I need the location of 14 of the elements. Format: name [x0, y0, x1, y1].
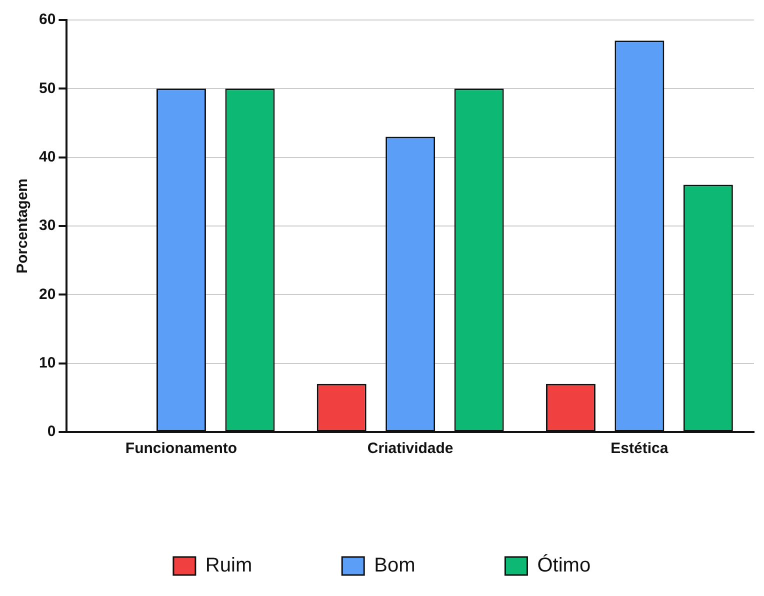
legend-label: Ruim [205, 554, 252, 577]
y-tick-label: 10 [38, 354, 56, 372]
y-tick-label: 30 [38, 217, 56, 234]
y-tick-label: 40 [38, 148, 56, 166]
legend-label: Bom [374, 554, 416, 577]
x-tick-label: Criatividade [367, 440, 454, 458]
y-tick-label: 60 [38, 11, 56, 28]
y-tick-label: 0 [47, 423, 56, 440]
y-tick-label: 50 [38, 80, 56, 97]
x-tick-label: Estética [610, 440, 669, 458]
y-axis-title: Porcentagem [14, 178, 32, 274]
legend-label: Ótimo [537, 554, 591, 577]
y-tick-label: 20 [38, 286, 56, 303]
x-tick-label: Funcionamento [125, 440, 238, 458]
